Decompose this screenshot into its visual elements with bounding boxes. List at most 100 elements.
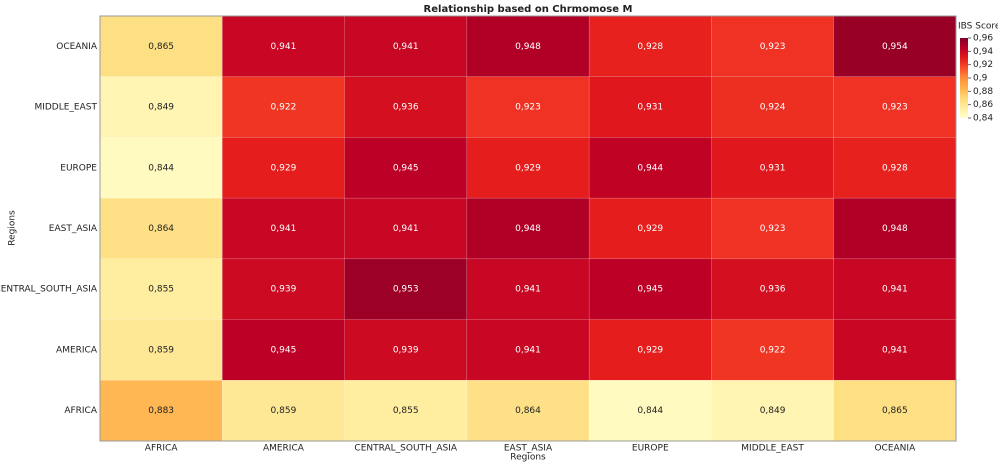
colorbar-tick-label: 0,88 [973,87,993,97]
colorbar [960,38,968,118]
heatmap-cell [99,137,223,199]
heatmap-cell [222,15,345,77]
heatmap-cell [711,15,834,77]
cell-value-label: 0,859 [271,406,297,416]
y-axis-label: Regions [8,210,18,246]
heatmap-cell [222,380,345,442]
heatmap-cell [711,76,834,138]
x-tick-label: AMERICA [263,444,305,454]
heatmap-cell [711,380,834,442]
chart-title: Relationship based on Chrmomose M [424,4,633,15]
heatmap-cell [833,258,957,320]
heatmap-cell [344,137,468,199]
heatmap-cell [833,15,957,77]
colorbar-tick-label: 0,86 [973,100,993,110]
cell-value-label: 0,923 [760,42,786,52]
x-tick-label: MIDDLE_EAST [741,444,804,454]
cell-value-label: 0,929 [637,345,663,355]
cell-value-label: 0,928 [637,42,663,52]
cell-value-label: 0,941 [515,285,541,295]
heatmap-cell [833,319,957,381]
cell-value-label: 0,941 [271,42,297,52]
heatmap-cell [344,380,468,442]
cell-value-label: 0,922 [271,103,297,113]
cell-value-label: 0,936 [393,103,419,113]
heatmap-cell [222,197,345,260]
heatmap-cell [99,15,223,77]
heatmap-cell [466,319,590,381]
cell-value-label: 0,939 [271,285,297,295]
cell-value-label: 0,923 [515,103,541,113]
heatmap-cell [99,197,223,260]
x-tick-label: EUROPE [632,444,669,454]
y-tick-label: CENTRAL_SOUTH_ASIA [0,285,98,295]
cell-value-label: 0,941 [393,224,419,234]
heatmap-cell [833,197,957,260]
cell-value-label: 0,931 [637,103,663,113]
heatmap-cell [588,197,712,260]
cell-value-label: 0,954 [882,42,908,52]
cell-value-label: 0,923 [760,224,786,234]
cell-value-label: 0,859 [148,345,174,355]
heatmap-cell [99,319,223,381]
heatmap-cell [588,15,712,77]
heatmap-cell [466,137,590,199]
colorbar-tick-label: 0,94 [973,47,993,57]
cell-value-label: 0,939 [393,345,419,355]
heatmap-cell [588,319,712,381]
heatmap-cell [344,76,468,138]
cell-value-label: 0,948 [882,224,908,234]
cell-value-label: 0,922 [760,345,786,355]
cell-value-label: 0,864 [515,406,541,416]
cell-value-label: 0,929 [515,163,541,173]
y-tick-label: AFRICA [64,406,98,416]
cell-value-label: 0,849 [760,406,786,416]
heatmap-cell [711,137,834,199]
cell-value-label: 0,844 [148,163,174,173]
cell-value-label: 0,945 [271,345,297,355]
cell-value-label: 0,883 [148,406,174,416]
heatmap-cell [466,15,590,77]
y-tick-label: MIDDLE_EAST [34,103,97,113]
cell-value-label: 0,929 [637,224,663,234]
cell-value-label: 0,865 [882,406,908,416]
y-tick-label: EAST_ASIA [49,224,98,234]
cell-value-label: 0,941 [393,42,419,52]
cell-value-label: 0,929 [271,163,297,173]
y-tick-label: OCEANIA [56,42,98,52]
cell-value-label: 0,941 [882,345,908,355]
cell-value-label: 0,928 [882,163,908,173]
cell-value-label: 0,849 [148,103,174,113]
cell-value-label: 0,931 [760,163,786,173]
heatmap-cell [344,258,468,320]
heatmap-cell [344,319,468,381]
cell-value-label: 0,855 [148,285,174,295]
y-tick-label: AMERICA [56,345,98,355]
heatmap-cell [222,319,345,381]
cell-value-label: 0,936 [760,285,786,295]
heatmap-cell [99,380,223,442]
heatmap-cell [833,137,957,199]
cell-value-label: 0,923 [882,103,908,113]
cell-value-label: 0,953 [393,285,419,295]
cell-value-label: 0,941 [515,345,541,355]
cell-value-label: 0,865 [148,42,174,52]
heatmap-cell [711,258,834,320]
x-tick-label: OCEANIA [874,444,916,454]
x-axis-label: Regions [510,453,546,463]
cell-value-label: 0,844 [637,406,663,416]
heatmap-cell [833,76,957,138]
colorbar-tick-label: 0,84 [973,114,993,124]
heatmap-cell [711,197,834,260]
heatmap-cell [222,137,345,199]
heatmap-cell [833,380,957,442]
x-tick-label: EAST_ASIA [504,444,553,454]
x-tick-label: AFRICA [145,444,179,454]
heatmap-cell [588,380,712,442]
x-tick-label: CENTRAL_SOUTH_ASIA [354,444,457,454]
plot-frame [99,15,957,442]
cell-value-label: 0,941 [271,224,297,234]
cell-value-label: 0,941 [882,285,908,295]
cell-value-label: 0,924 [760,103,786,113]
